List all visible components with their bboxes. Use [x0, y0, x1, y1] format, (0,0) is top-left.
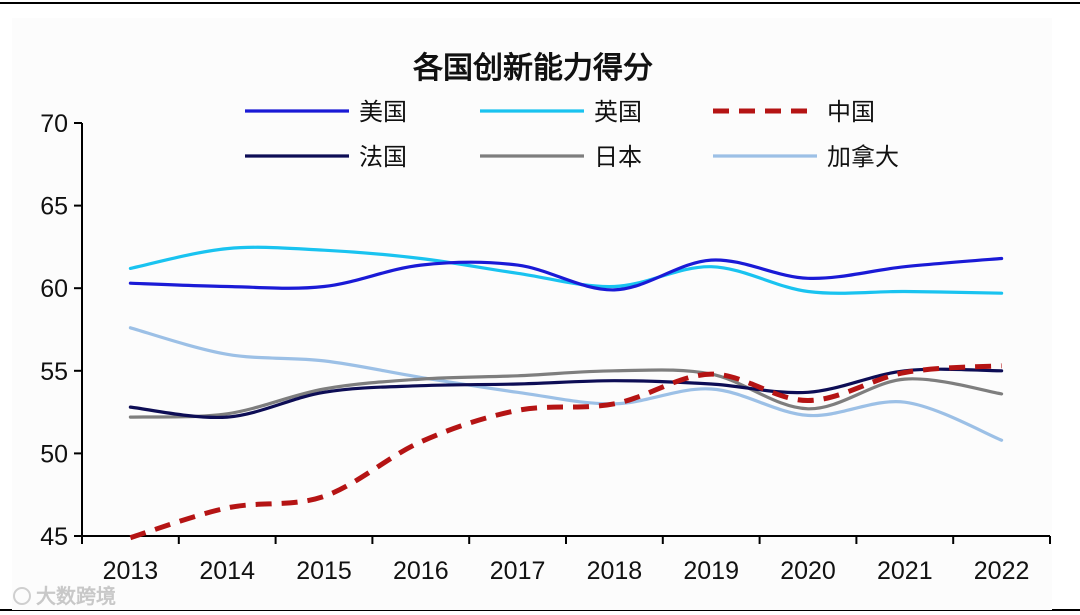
watermark: 大数跨境 [13, 584, 116, 608]
legend-label: 英国 [594, 98, 642, 126]
y-tick-label: 55 [40, 358, 68, 386]
chart-title: 各国创新能力得分 [412, 51, 653, 86]
x-tick-label: 2018 [587, 557, 643, 585]
x-tick-label: 2013 [103, 557, 159, 585]
legend-label: 美国 [359, 98, 407, 126]
axes [74, 122, 1051, 544]
x-tick-label: 2016 [393, 557, 449, 585]
y-tick-label: 45 [40, 523, 68, 551]
series-line-4 [128, 367, 1004, 420]
x-tick-label: 2019 [683, 557, 739, 585]
y-tick-label: 65 [40, 193, 68, 221]
legend-label: 日本 [594, 143, 642, 171]
watermark-text: 大数跨境 [36, 584, 116, 608]
legend-label: 法国 [359, 143, 407, 171]
x-tick-label: 2020 [780, 557, 836, 585]
series-line-6 [128, 326, 1004, 442]
series-line-3 [129, 363, 1002, 541]
x-tick-label: 2022 [974, 557, 1030, 585]
series-line-1 [128, 256, 1004, 292]
plot-panel [12, 18, 1052, 610]
series-lines [128, 245, 1004, 541]
y-tick-label: 60 [40, 275, 68, 303]
x-tick-label: 2014 [199, 557, 255, 585]
watermark-logo-icon [13, 587, 31, 605]
x-tick-labels: 2013 2014 2015 2016 2017 2018 2019 2020 2021 2022 [103, 557, 1030, 585]
x-tick-label: 2017 [490, 557, 546, 585]
y-tick-label: 70 [40, 110, 68, 138]
y-tick-labels: 45 50 55 60 65 70 [40, 110, 68, 551]
legend-label: 中国 [827, 98, 875, 126]
legend-label: 加拿大 [827, 143, 899, 171]
x-tick-label: 2015 [296, 557, 352, 585]
y-tick-label: 50 [40, 440, 68, 468]
x-tick-label: 2021 [877, 557, 933, 585]
series-line-5 [128, 368, 1004, 419]
